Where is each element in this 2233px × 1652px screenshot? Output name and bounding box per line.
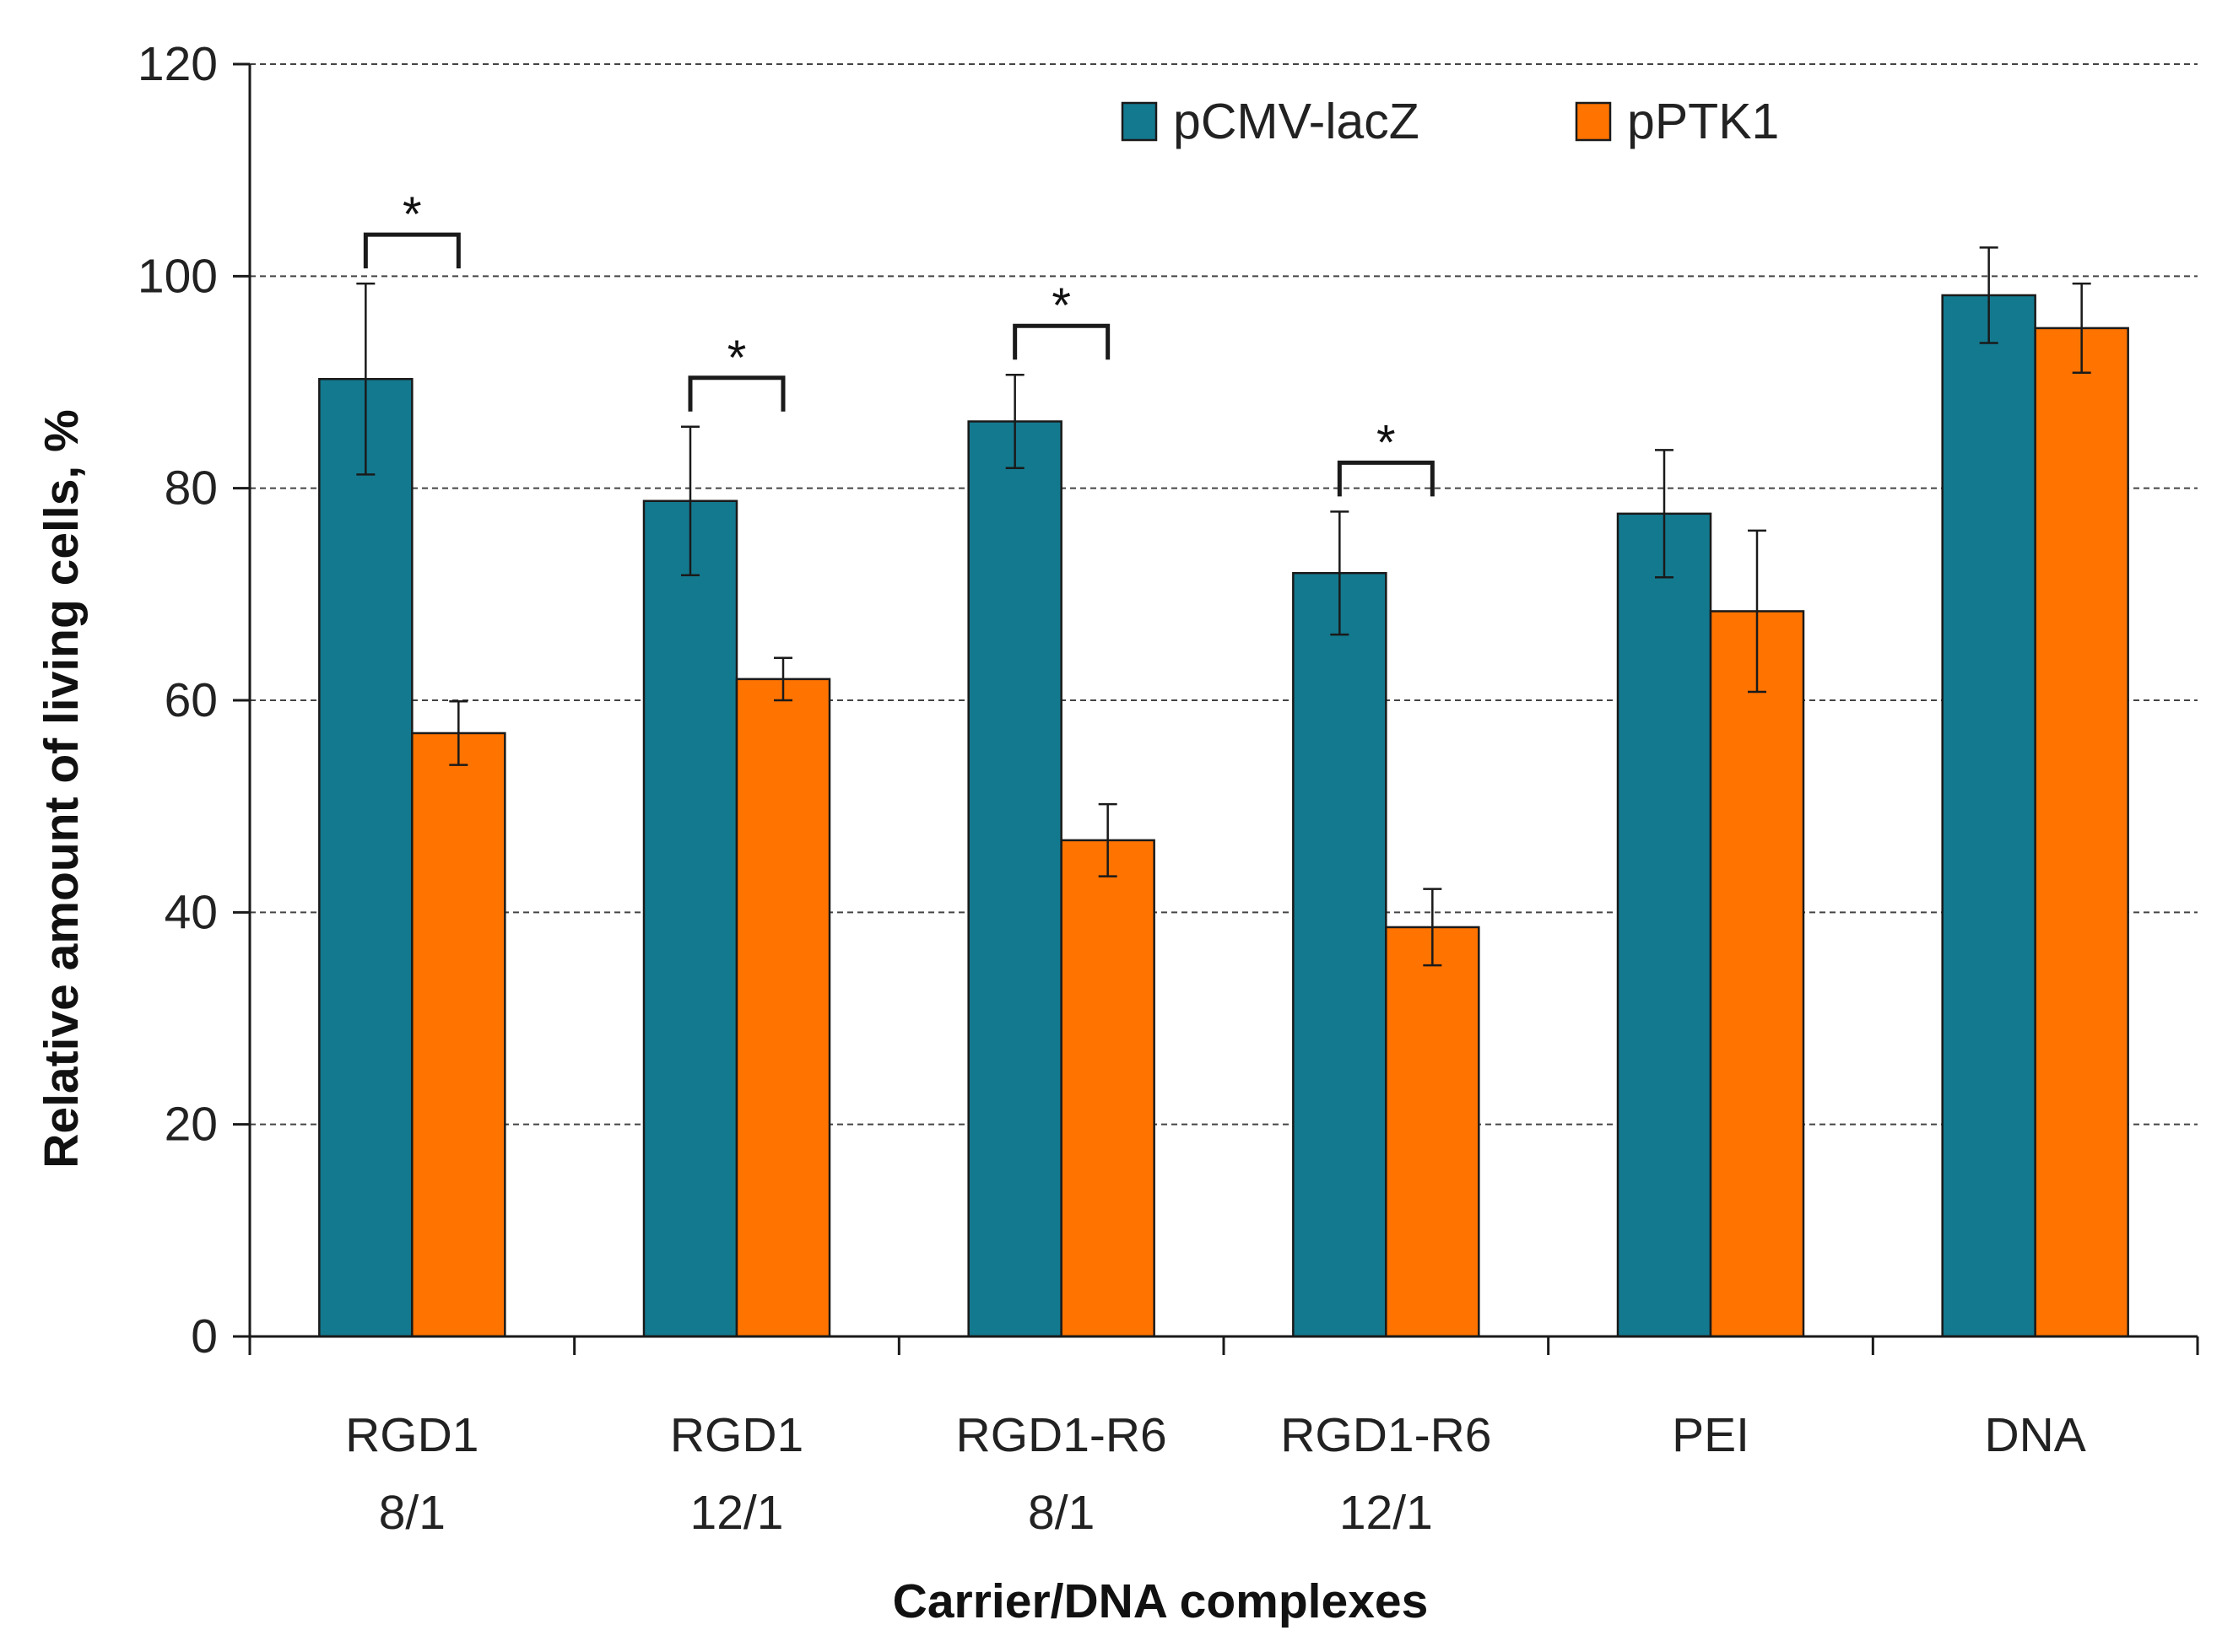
bar-pCMV-lacZ-5 — [1941, 294, 2036, 1338]
category-label-line1-1: RGD1 — [670, 1408, 803, 1462]
y-axis-title: Relative amount of living cells, % — [35, 409, 89, 1169]
significance-star-3: * — [1376, 415, 1396, 470]
y-tick-label-100: 100 — [138, 249, 218, 303]
bar-pPTK1-4 — [1709, 610, 1805, 1338]
error-bars — [356, 246, 2091, 967]
bars — [318, 294, 2129, 1338]
legend-label-pCMV-lacZ: pCMV-lacZ — [1173, 94, 1419, 149]
category-label-line1-0: RGD1 — [345, 1408, 478, 1462]
bar-pCMV-lacZ-1 — [642, 499, 738, 1338]
significance-bracket-1 — [688, 375, 786, 412]
x-axis-title: Carrier/DNA complexes — [893, 1574, 1429, 1628]
category-label-line2-3: 12/1 — [1339, 1486, 1433, 1540]
y-tick-label-40: 40 — [165, 885, 218, 939]
bar-pPTK1-1 — [735, 678, 831, 1338]
bar-pPTK1-5 — [2034, 327, 2129, 1338]
bar-pCMV-lacZ-0 — [318, 377, 414, 1338]
bar-pCMV-lacZ-4 — [1616, 512, 1712, 1338]
significance-bracket-3 — [1337, 460, 1435, 497]
axes: 0 20 40 60 80 100 120 RGD1 8/1 RGD1 12/1 RGD1-R6 8/1… — [138, 37, 2199, 1540]
category-label-line1-2: RGD1-R6 — [956, 1408, 1167, 1462]
significance-star-1: * — [727, 331, 747, 386]
category-label-line1-4: PEI — [1672, 1408, 1749, 1462]
gridlines — [250, 63, 2198, 1126]
significance-star-0: * — [403, 187, 422, 242]
category-label-line2-0: 8/1 — [379, 1486, 446, 1540]
y-tick-label-80: 80 — [165, 462, 218, 516]
legend-label-pPTK1: pPTK1 — [1627, 94, 1779, 149]
y-tick-label-60: 60 — [165, 673, 218, 727]
category-label-line1-3: RGD1-R6 — [1280, 1408, 1491, 1462]
y-tick-label-0: 0 — [191, 1309, 218, 1363]
category-label-line2-1: 12/1 — [690, 1486, 784, 1540]
significance-bracket-0 — [363, 232, 461, 269]
bar-pCMV-lacZ-2 — [967, 420, 1062, 1338]
legend: pCMV-lacZ pPTK1 — [1121, 94, 1779, 149]
y-tick-label-20: 20 — [165, 1098, 218, 1152]
category-label-line1-5: DNA — [1984, 1408, 2085, 1462]
significance-markers: * * * * — [363, 187, 1435, 497]
legend-swatch-pCMV-lacZ — [1121, 101, 1158, 142]
significance-bracket-2 — [1013, 323, 1111, 360]
category-label-line2-2: 8/1 — [1028, 1486, 1095, 1540]
bar-pPTK1-2 — [1060, 839, 1155, 1338]
bar-pPTK1-3 — [1385, 926, 1480, 1338]
legend-swatch-pPTK1 — [1575, 101, 1612, 142]
bar-pCMV-lacZ-3 — [1292, 571, 1387, 1338]
y-tick-label-120: 120 — [138, 37, 218, 91]
significance-star-2: * — [1052, 278, 1071, 333]
bar-pPTK1-0 — [411, 732, 506, 1338]
